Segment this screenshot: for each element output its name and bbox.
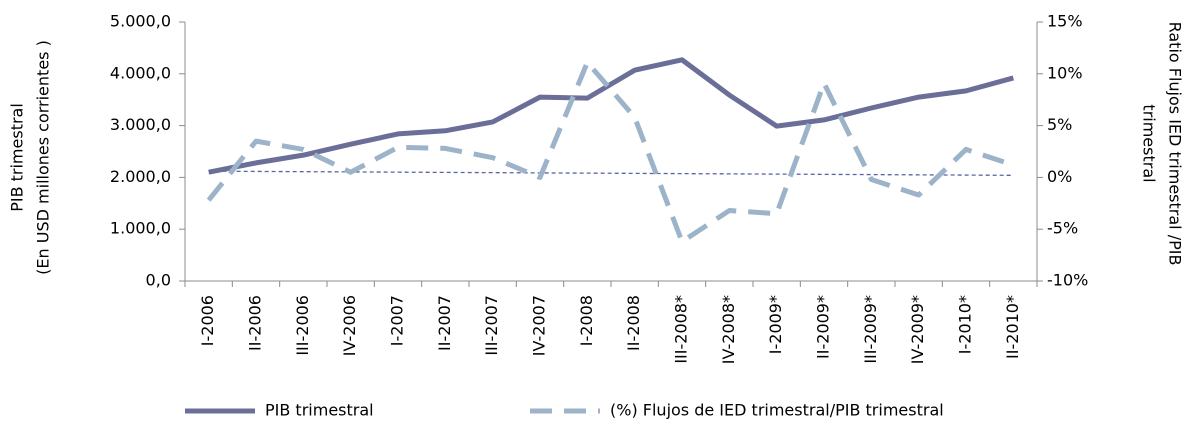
y-tick-label: 3.000,0: [110, 115, 171, 134]
y-tick-label: 4.000,0: [110, 63, 171, 82]
legend-label: PIB trimestral: [265, 401, 374, 420]
x-tick-label: I-2010*: [956, 295, 975, 354]
series-line: [206, 59, 1015, 245]
y-axis-label: (En USD millones corrientes ): [34, 40, 53, 275]
x-tick-label: II-2010*: [1003, 295, 1022, 359]
y2-axis-label: trimestral: [1140, 104, 1159, 182]
y-tick-label: 5.000,0: [110, 12, 171, 31]
y2-tick-label: 15%: [1047, 12, 1083, 31]
x-tick-label: II-2007: [435, 295, 454, 351]
x-tick-label: I-2007: [388, 295, 407, 346]
x-tick-label: IV-2006: [340, 295, 359, 356]
y2-tick-label: -5%: [1047, 219, 1078, 238]
y2-tick-label: -10%: [1047, 271, 1088, 290]
series-line: [208, 57, 1014, 175]
y-axis-label: PIB trimestral: [8, 103, 27, 212]
x-tick-label: III-2007: [482, 295, 501, 356]
x-tick-label: II-2006: [246, 295, 265, 351]
y2-tick-label: 10%: [1047, 63, 1083, 82]
x-tick-label: II-2009*: [814, 295, 833, 359]
x-tick-label: III-2009*: [861, 295, 880, 364]
y2-axis-label: Ratio Flujos IED trimestral /PIB: [1166, 22, 1185, 266]
x-tick-label: I-2008: [577, 295, 596, 346]
y-tick-label: 1.000,0: [110, 219, 171, 238]
x-tick-label: III-2008*: [672, 295, 691, 364]
x-tick-label: III-2006: [293, 295, 312, 356]
x-tick-label: IV-2008*: [719, 295, 738, 364]
trendline: [208, 170, 1014, 176]
x-tick-label: IV-2009*: [908, 295, 927, 364]
y2-tick-label: 0%: [1047, 167, 1072, 186]
x-tick-label: I-2009*: [766, 295, 785, 354]
y-tick-label: 2.000,0: [110, 167, 171, 186]
y2-tick-label: 5%: [1047, 115, 1072, 134]
x-tick-label: II-2008: [624, 295, 643, 351]
y-tick-label: 0,0: [146, 271, 171, 290]
x-tick-label: IV-2007: [530, 295, 549, 356]
x-tick-label: I-2006: [198, 295, 217, 346]
legend-label: (%) Flujos de IED trimestral/PIB trimest…: [610, 401, 944, 420]
